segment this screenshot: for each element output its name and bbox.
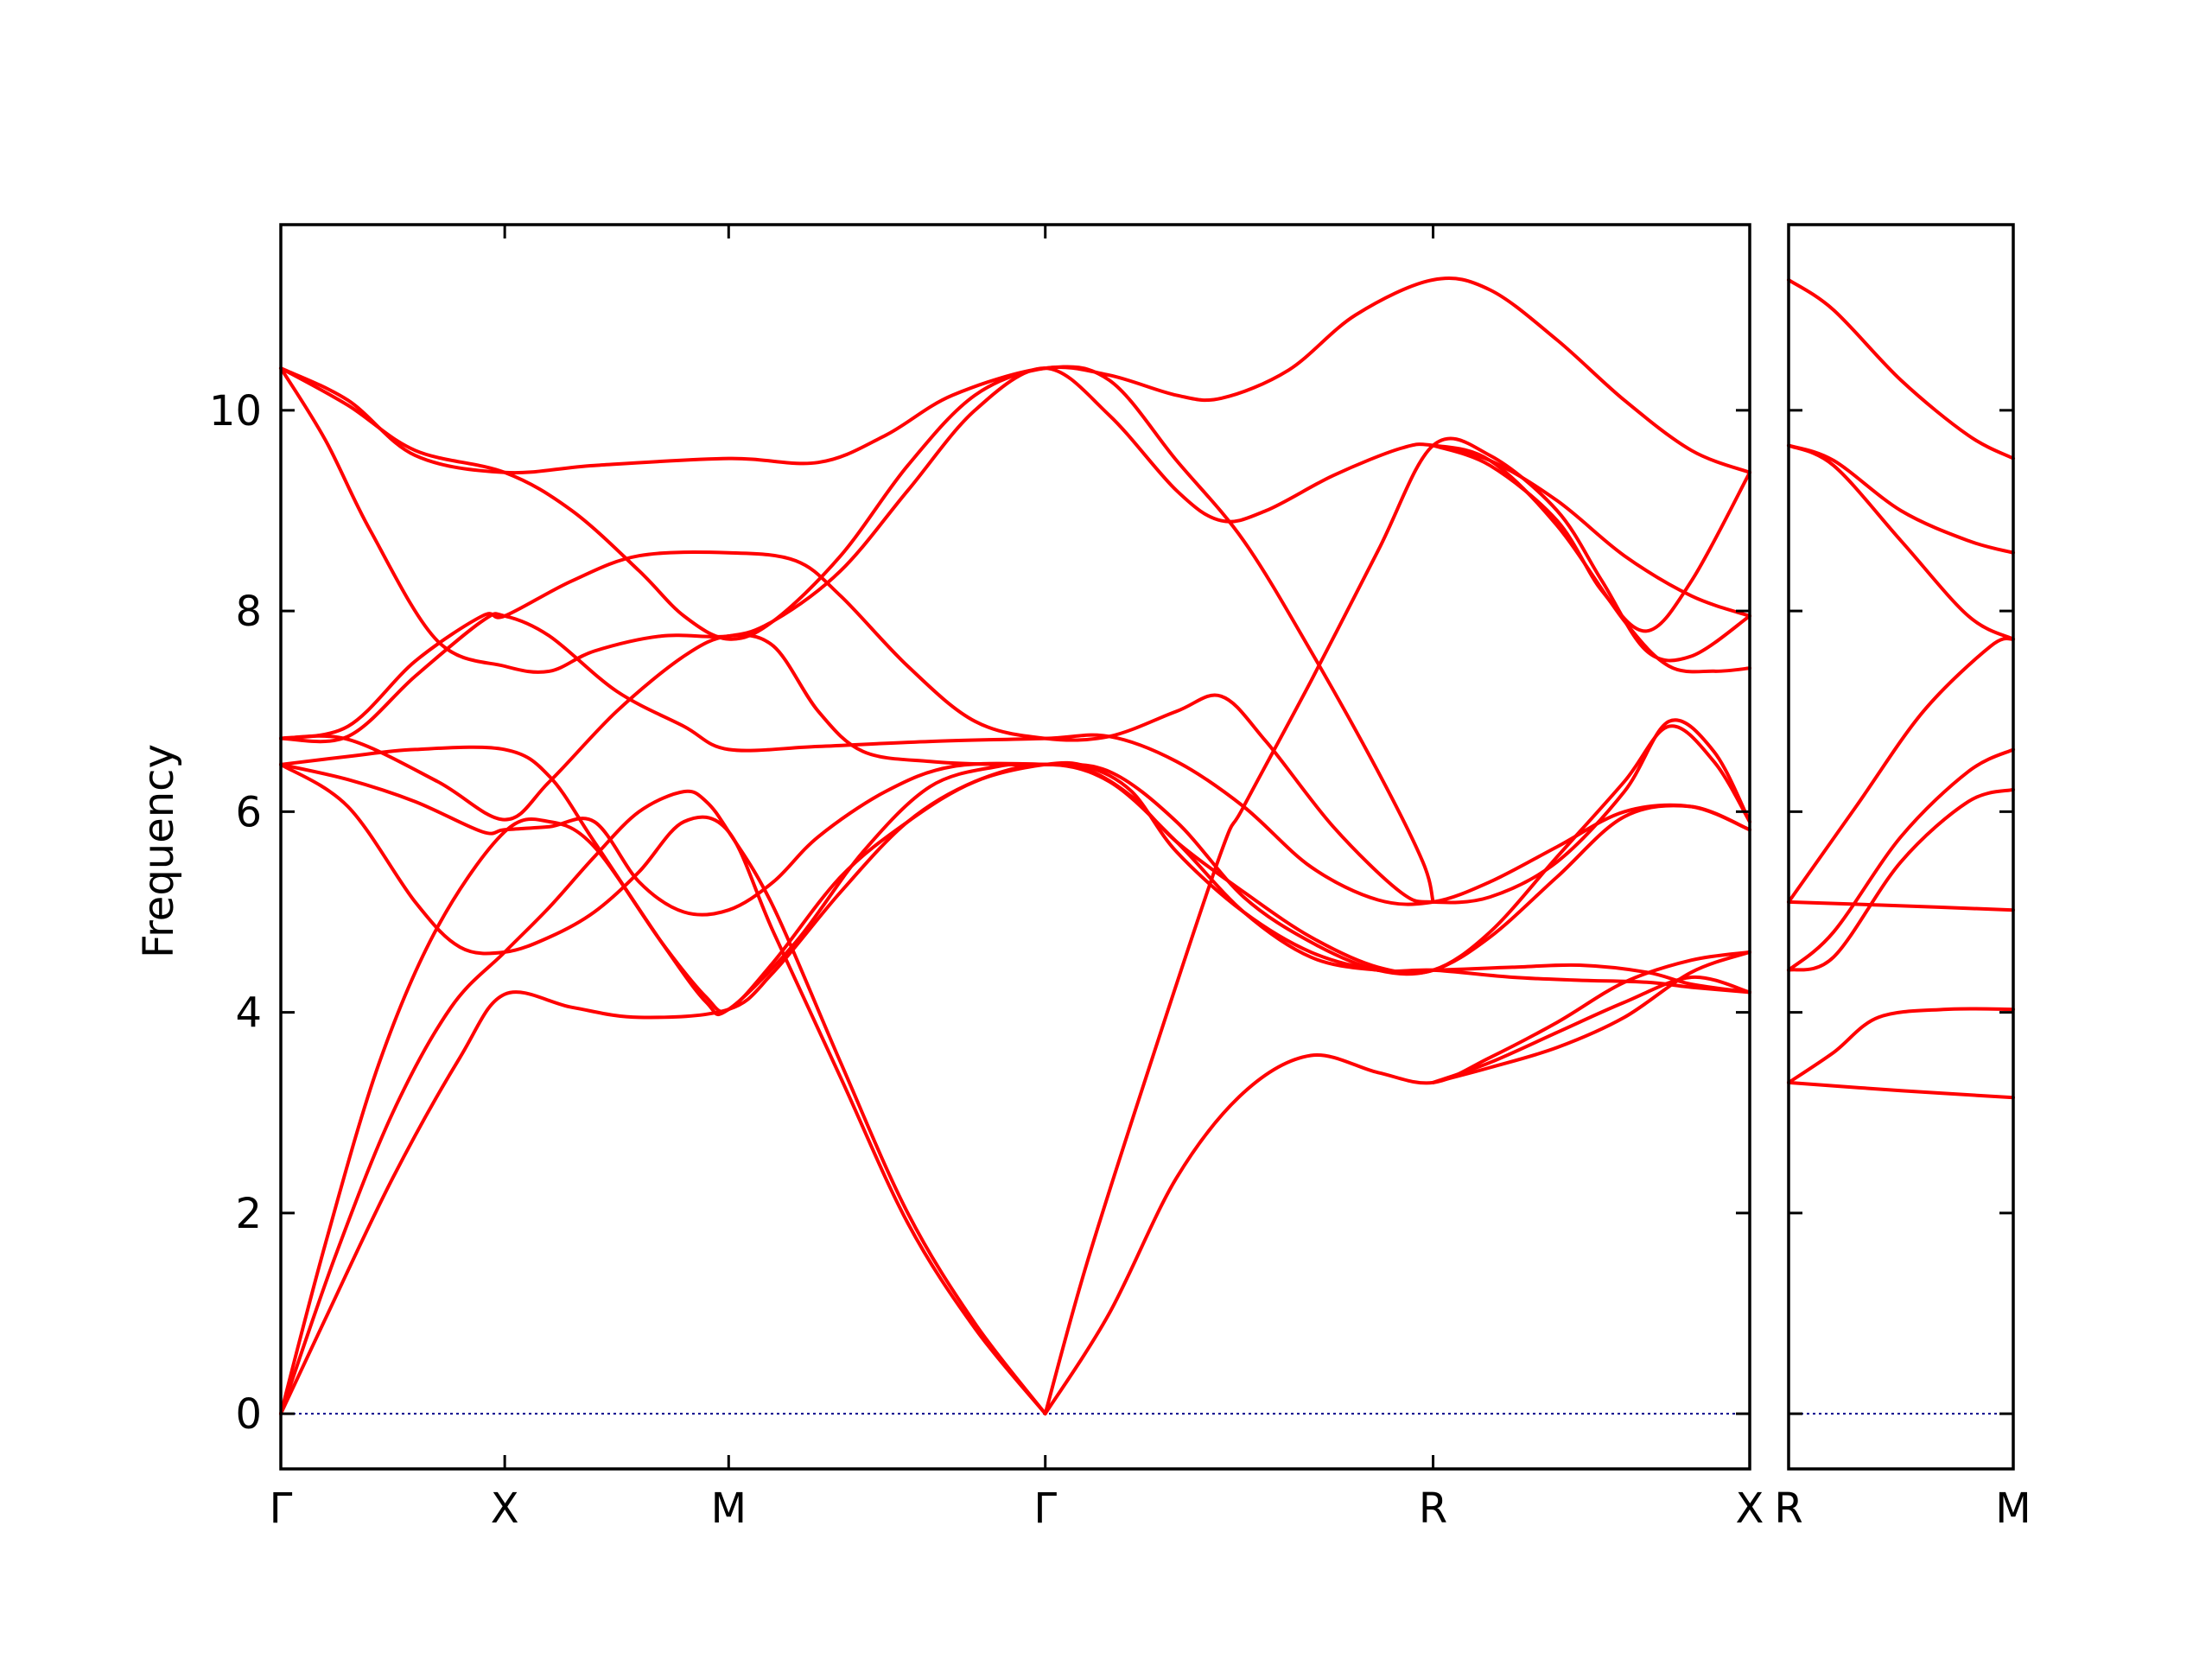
band-right-8 bbox=[1787, 1007, 2015, 1084]
plot-frame-main bbox=[279, 223, 1751, 1471]
x-tick-label: Γ bbox=[1033, 1484, 1057, 1533]
band-right-4 bbox=[1787, 636, 2015, 904]
band-right-2 bbox=[1787, 443, 2015, 555]
band-right-1 bbox=[1787, 277, 2015, 461]
y-tick-label: 0 bbox=[235, 1390, 262, 1439]
y-tick-label: 8 bbox=[235, 588, 262, 636]
panel-main: 0 2 4 6 8 10 Γ X M Γ R X bbox=[209, 223, 1764, 1533]
band-main-5 bbox=[279, 761, 1751, 976]
x-tick-label: M bbox=[711, 1484, 747, 1533]
y-tick-label: 10 bbox=[209, 387, 262, 435]
y-tick-label: 6 bbox=[235, 788, 262, 836]
band-main-8 bbox=[279, 612, 1751, 906]
band-main-10 bbox=[279, 366, 1751, 674]
band-right-7 bbox=[1787, 899, 2015, 912]
x-tick-label: Γ bbox=[270, 1484, 293, 1533]
x-tick-label: R bbox=[1419, 1484, 1447, 1533]
y-tick-label: 2 bbox=[235, 1190, 262, 1238]
band-main-4 bbox=[279, 762, 1047, 1416]
band-right-5 bbox=[1787, 747, 2015, 972]
plot-frame-right bbox=[1787, 223, 2015, 1471]
y-tick-label: 4 bbox=[235, 989, 262, 1038]
band-main-18 bbox=[1431, 443, 1751, 618]
band-main-15 bbox=[1431, 950, 1751, 1084]
band-right-6 bbox=[1787, 787, 2015, 972]
band-main-1 bbox=[279, 789, 1047, 1416]
band-right-3 bbox=[1787, 443, 2015, 641]
x-tick-label: X bbox=[1736, 1484, 1764, 1533]
band-right-9 bbox=[1787, 1080, 2015, 1100]
band-main-14 bbox=[1043, 436, 1751, 1416]
band-main-17 bbox=[1431, 443, 1751, 633]
band-main-13 bbox=[1043, 950, 1751, 1416]
y-axis-label: Frequency bbox=[135, 744, 183, 958]
band-main-11 bbox=[279, 276, 1751, 641]
band-main-7 bbox=[279, 633, 1047, 822]
band-main-3 bbox=[279, 760, 1751, 1416]
band-main-9 bbox=[279, 550, 1751, 905]
x-tick-label: M bbox=[1995, 1484, 2031, 1533]
band-main-16 bbox=[1431, 975, 1751, 1084]
x-tick-label: R bbox=[1774, 1484, 1802, 1533]
band-main-12 bbox=[279, 365, 1435, 904]
x-tick-label: X bbox=[491, 1484, 519, 1533]
